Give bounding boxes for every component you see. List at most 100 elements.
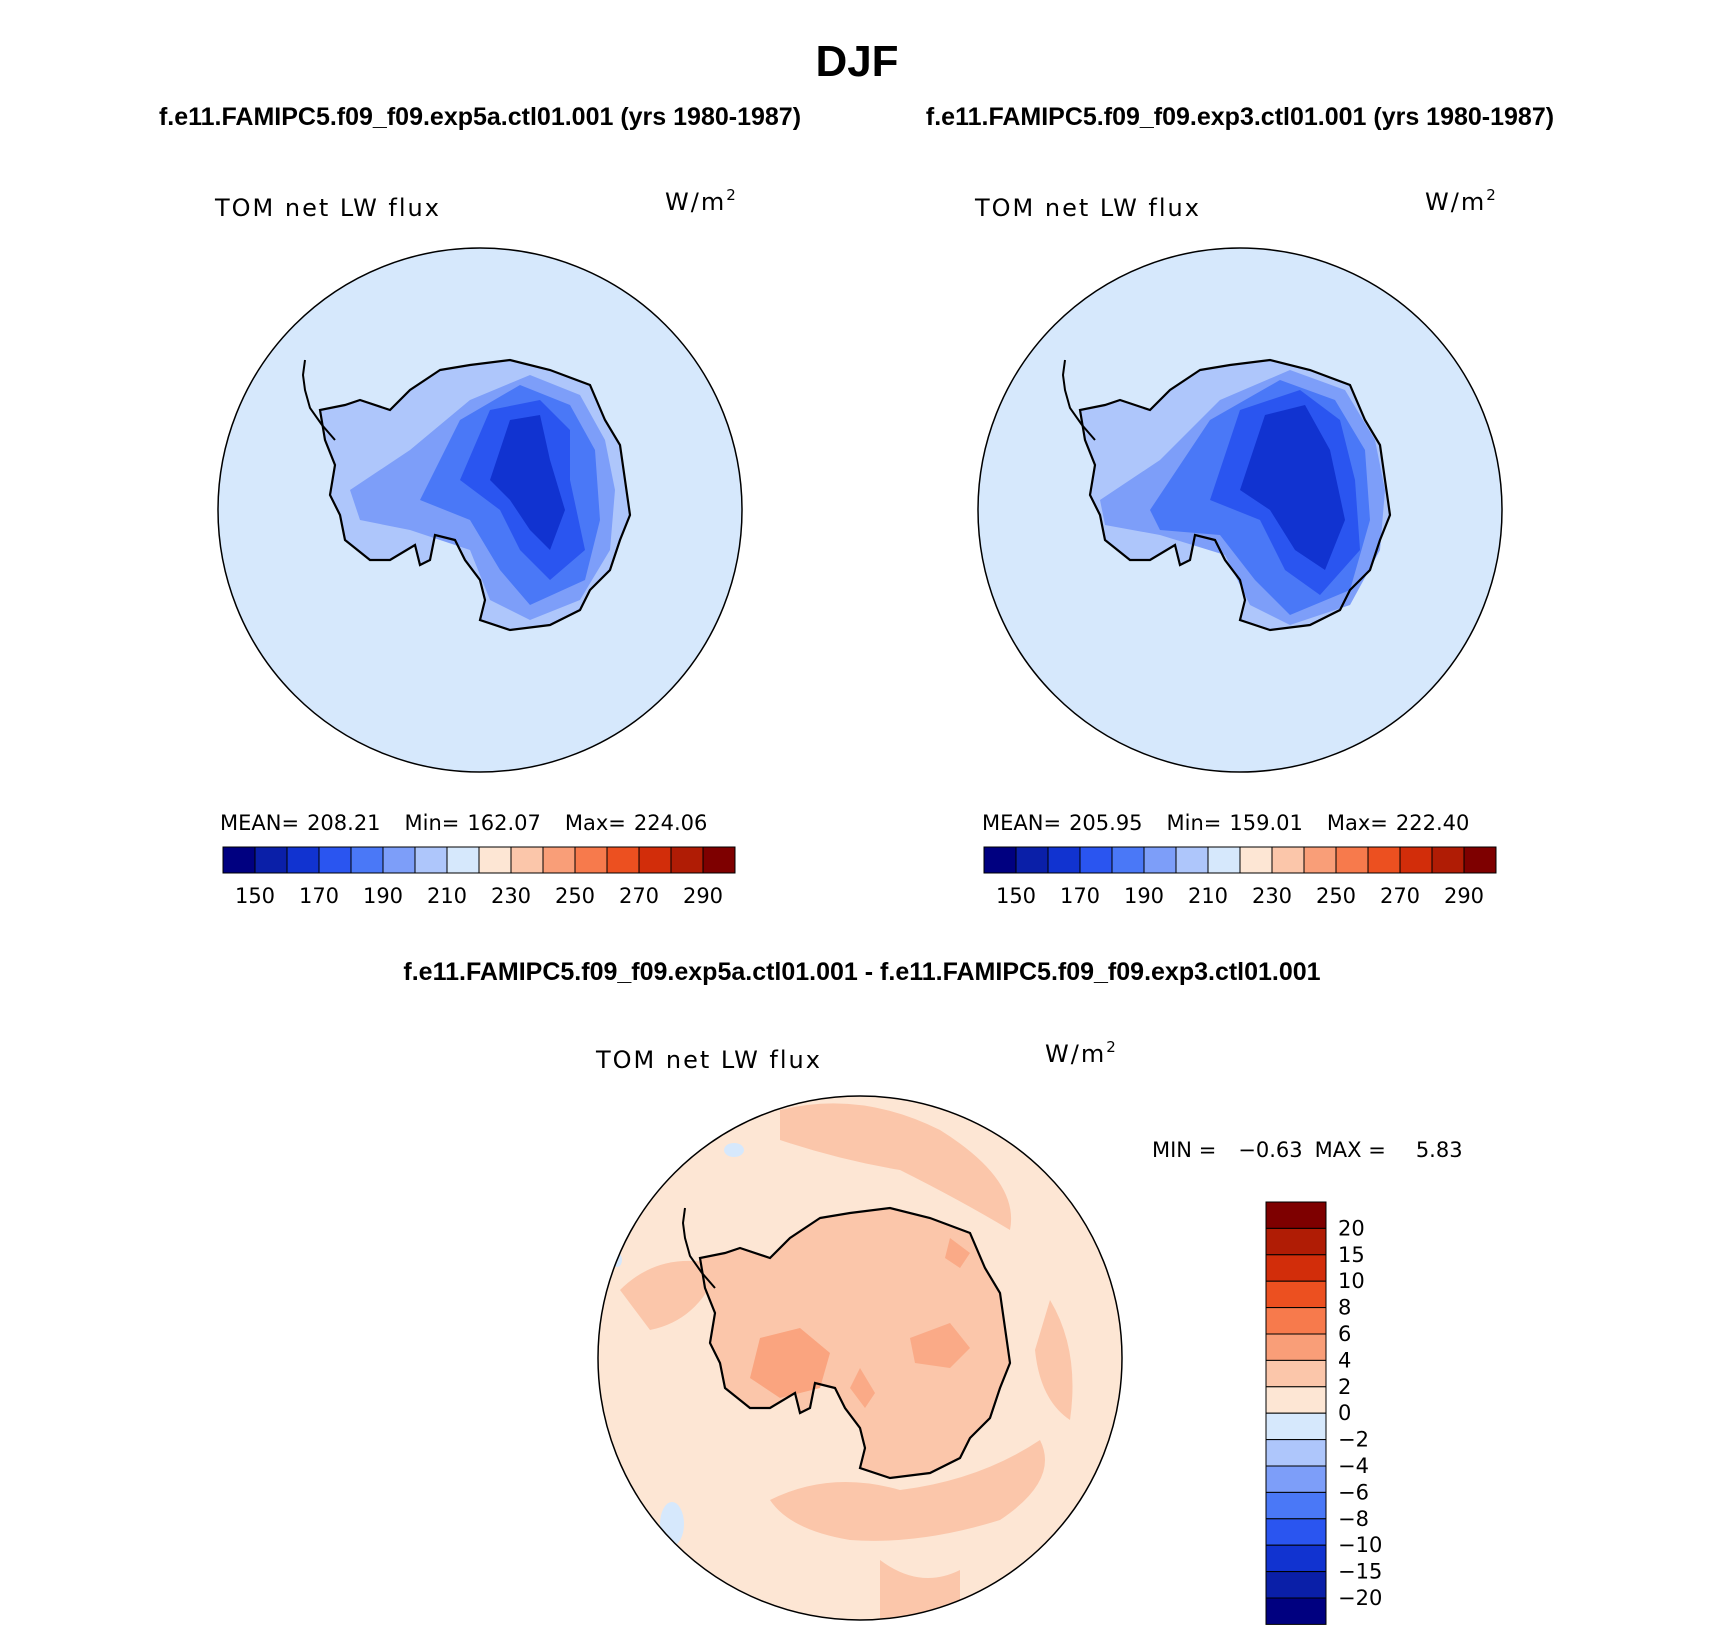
panel-b-colorbar-tick-label: 270 bbox=[1380, 884, 1420, 908]
panel-c-colorbar-tick-label: −15 bbox=[1338, 1560, 1382, 1584]
panel-c-colorbar-box bbox=[1265, 1491, 1327, 1520]
panel-b: f.e11.FAMIPC5.f09_f09.exp3.ctl01.001 (yr… bbox=[926, 103, 1554, 908]
panel-c-colorbar-tick-label: −2 bbox=[1338, 1428, 1369, 1452]
panel-a-map bbox=[218, 248, 742, 772]
panel-a-colorbar-box bbox=[702, 846, 736, 874]
panel-a-colorbar-tick-label: 150 bbox=[235, 884, 275, 908]
panel-c-colorbar-box bbox=[1265, 1359, 1327, 1388]
panel-c-colorbar-box bbox=[1265, 1227, 1327, 1256]
panel-b-colorbar-box bbox=[1079, 846, 1113, 874]
panel-b-colorbar-box bbox=[1047, 846, 1081, 874]
panel-c-colorbar-box bbox=[1265, 1518, 1327, 1546]
panel-b-map bbox=[978, 248, 1502, 772]
panel-c-colorbar-tick-label: −8 bbox=[1338, 1507, 1369, 1531]
panel-a-colorbar: 150 170 190 210 230 250 270 290 bbox=[222, 846, 736, 908]
panel-c-colorbar-box bbox=[1265, 1571, 1327, 1599]
panel-a-stats: MEAN= 208.21 Min= 162.07 Max= 224.06 bbox=[220, 811, 707, 835]
panel-b-colorbar-box bbox=[1239, 846, 1273, 874]
panel-a-colorbar-box bbox=[510, 846, 544, 874]
panel-a-colorbar-box bbox=[446, 846, 480, 874]
panel-c-colorbar-tick-label: 2 bbox=[1338, 1375, 1351, 1399]
panel-a-units: W/m2 bbox=[665, 186, 738, 216]
panel-b-colorbar-box bbox=[1303, 846, 1337, 874]
panel-c-colorbar-box bbox=[1265, 1333, 1327, 1361]
panel-a-colorbar-box bbox=[286, 846, 320, 874]
panel-c-colorbar-box bbox=[1265, 1465, 1327, 1493]
panel-b-colorbar-box bbox=[1015, 846, 1049, 874]
panel-c-colorbar-tick-label: 8 bbox=[1338, 1296, 1351, 1320]
panel-c-colorbar-box bbox=[1265, 1280, 1327, 1309]
panel-c-colorbar-box bbox=[1265, 1386, 1327, 1414]
panel-a-colorbar-tick-label: 250 bbox=[555, 884, 595, 908]
panel-c: f.e11.FAMIPC5.f09_f09.exp5a.ctl01.001 - … bbox=[403, 958, 1463, 1625]
panel-b-colorbar-tick-label: 150 bbox=[996, 884, 1036, 908]
panel-a-colorbar-tick-label: 270 bbox=[619, 884, 659, 908]
panel-a-colorbar-tick-label: 170 bbox=[299, 884, 339, 908]
panel-b-colorbar: 150 170 190 210 230 250 270 290 bbox=[983, 846, 1497, 908]
panel-c-colorbar-box bbox=[1265, 1597, 1327, 1625]
panel-c-units: W/m2 bbox=[1045, 1038, 1118, 1068]
panel-c-colorbar-box bbox=[1265, 1254, 1327, 1282]
panel-a-colorbar-box bbox=[254, 846, 288, 874]
panel-b-colorbar-box bbox=[1143, 846, 1177, 874]
panel-b-subtitle: f.e11.FAMIPC5.f09_f09.exp3.ctl01.001 (yr… bbox=[926, 103, 1554, 131]
panel-b-stats: MEAN= 205.95 Min= 159.01 Max= 222.40 bbox=[982, 811, 1469, 835]
panel-a-colorbar-box bbox=[478, 846, 512, 874]
panel-b-colorbar-box bbox=[983, 846, 1017, 874]
panel-a-colorbar-box bbox=[318, 846, 352, 874]
panel-a-colorbar-box bbox=[414, 846, 448, 874]
panel-b-colorbar-tick-label: 230 bbox=[1252, 884, 1292, 908]
panel-c-colorbar-box bbox=[1265, 1439, 1327, 1467]
panel-c-colorbar-tick-label: 15 bbox=[1338, 1243, 1365, 1267]
panel-c-colorbar-box bbox=[1265, 1307, 1327, 1335]
panel-c-colorbar-tick-label: 6 bbox=[1338, 1322, 1351, 1346]
panel-c-map bbox=[598, 1096, 1122, 1620]
panel-b-colorbar-box bbox=[1463, 846, 1497, 874]
panel-a-colorbar-box bbox=[670, 846, 704, 874]
panel-c-colorbar-tick-label: 20 bbox=[1338, 1216, 1365, 1240]
panel-b-colorbar-box bbox=[1175, 846, 1209, 874]
panel-b-colorbar-box bbox=[1431, 846, 1465, 874]
panel-b-colorbar-box bbox=[1271, 846, 1305, 874]
panel-c-stats: MIN = −0.63 MAX = 5.83 bbox=[1152, 1138, 1463, 1162]
panel-c-colorbar-tick-label: 0 bbox=[1338, 1401, 1351, 1425]
panel-a-subtitle: f.e11.FAMIPC5.f09_f09.exp5a.ctl01.001 (y… bbox=[159, 103, 801, 131]
panel-c-colorbar-tick-label: −6 bbox=[1338, 1480, 1369, 1504]
panel-a-colorbar-tick-label: 210 bbox=[427, 884, 467, 908]
panel-a: f.e11.FAMIPC5.f09_f09.exp5a.ctl01.001 (y… bbox=[159, 103, 801, 908]
panel-c-colorbar-box bbox=[1265, 1201, 1327, 1229]
panel-a-colorbar-box bbox=[638, 846, 672, 874]
panel-b-colorbar-tick-label: 290 bbox=[1444, 884, 1484, 908]
panel-a-colorbar-tick-label: 230 bbox=[491, 884, 531, 908]
panel-c-colorbar-box bbox=[1265, 1412, 1327, 1441]
panel-c-colorbar-tick-label: 10 bbox=[1338, 1269, 1365, 1293]
panel-b-colorbar-tick-label: 210 bbox=[1188, 884, 1228, 908]
panel-b-colorbar-tick-label: 190 bbox=[1124, 884, 1164, 908]
panel-a-colorbar-box bbox=[574, 846, 608, 874]
panel-a-variable-label: TOM net LW flux bbox=[214, 194, 441, 222]
panel-b-colorbar-box bbox=[1207, 846, 1241, 874]
panel-a-colorbar-tick-label: 190 bbox=[363, 884, 403, 908]
panel-b-colorbar-tick-label: 250 bbox=[1316, 884, 1356, 908]
panel-a-colorbar-box bbox=[222, 846, 256, 874]
panel-a-colorbar-box bbox=[606, 846, 640, 874]
panel-b-colorbar-box bbox=[1399, 846, 1433, 874]
panel-c-variable-label: TOM net LW flux bbox=[595, 1046, 822, 1074]
panel-c-colorbar-tick-label: −10 bbox=[1338, 1533, 1382, 1557]
panel-c-colorbar-tick-label: −4 bbox=[1338, 1454, 1369, 1478]
panel-c-colorbar-tick-label: 4 bbox=[1338, 1348, 1351, 1372]
panel-b-units: W/m2 bbox=[1425, 186, 1498, 216]
panel-b-variable-label: TOM net LW flux bbox=[974, 194, 1201, 222]
panel-b-colorbar-box bbox=[1111, 846, 1145, 874]
panel-b-colorbar-box bbox=[1335, 846, 1369, 874]
panel-a-colorbar-box bbox=[382, 846, 416, 874]
panel-c-colorbar-box bbox=[1265, 1544, 1327, 1573]
panel-b-colorbar-tick-label: 170 bbox=[1060, 884, 1100, 908]
figure-title: DJF bbox=[815, 37, 898, 86]
panel-c-colorbar-tick-label: −20 bbox=[1338, 1586, 1382, 1610]
panel-a-colorbar-box bbox=[542, 846, 576, 874]
panel-a-colorbar-box bbox=[350, 846, 384, 874]
panel-a-colorbar-tick-label: 290 bbox=[683, 884, 723, 908]
